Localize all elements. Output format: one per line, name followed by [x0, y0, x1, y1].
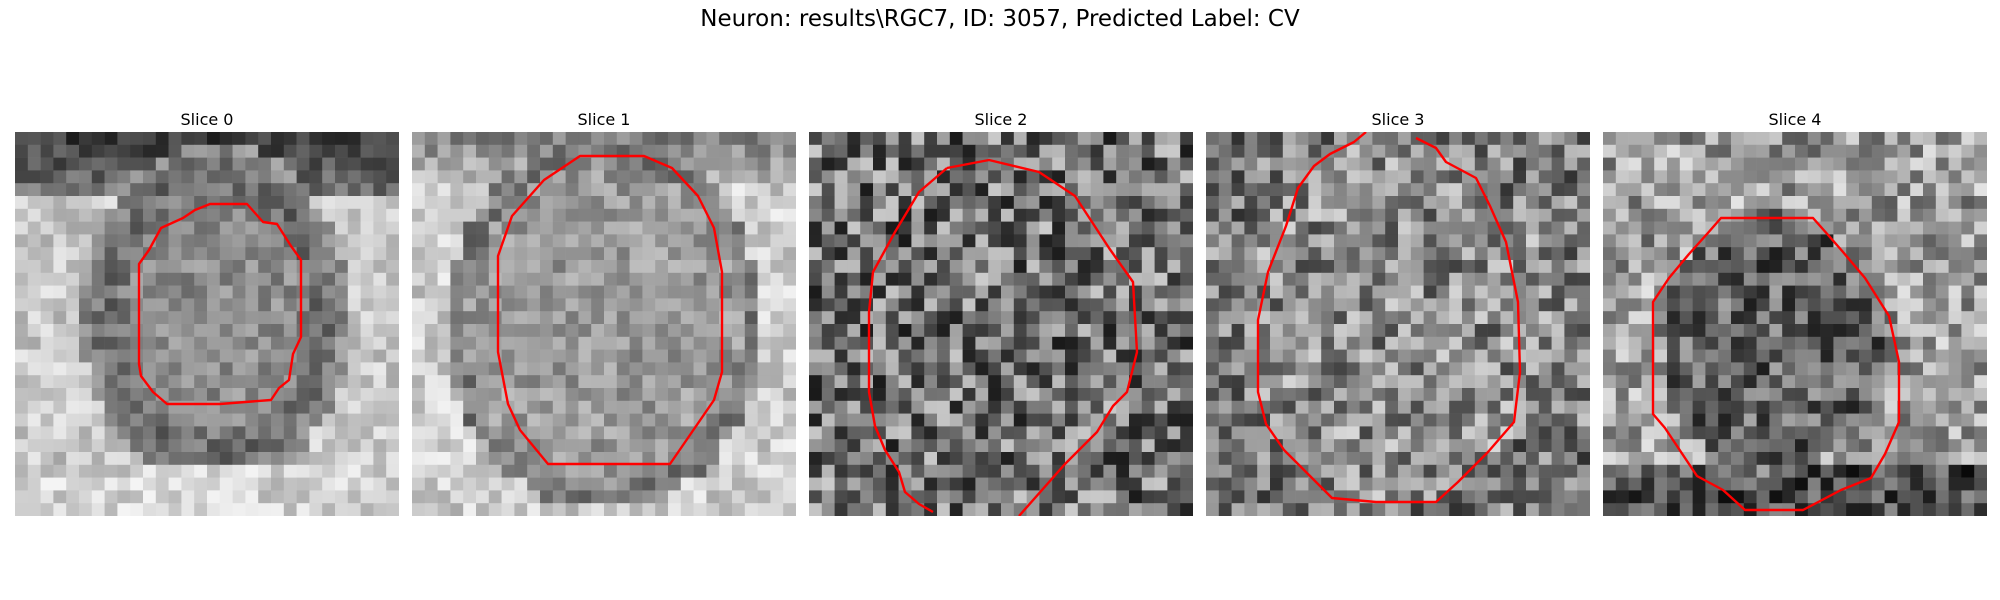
slice-title: Slice 2 — [974, 110, 1028, 129]
slice-title: Slice 0 — [180, 110, 234, 129]
cell-contour — [1256, 132, 1522, 504]
slice-image — [1206, 132, 1590, 516]
slice-image — [1603, 132, 1987, 516]
slice-image — [412, 132, 796, 516]
slice-title: Slice 1 — [577, 110, 631, 129]
slice-panel-2: Slice 2 — [809, 108, 1193, 516]
cell-contour — [867, 167, 948, 514]
slice-panel-3: Slice 3 — [1206, 108, 1590, 516]
cell-contour — [496, 154, 724, 466]
cell-contour — [946, 158, 1139, 516]
slice-image — [809, 132, 1193, 516]
slice-panel-1: Slice 1 — [412, 108, 796, 516]
slice-title: Slice 3 — [1371, 110, 1425, 129]
slice-panel-4: Slice 4 — [1603, 108, 1987, 516]
cell-contour — [1651, 216, 1901, 512]
figure-title: Neuron: results\RGC7, ID: 3057, Predicte… — [700, 6, 1300, 32]
slice-image — [15, 132, 399, 516]
slice-title: Slice 4 — [1768, 110, 1822, 129]
cell-contour — [137, 202, 303, 406]
slice-panel-0: Slice 0 — [15, 108, 399, 516]
